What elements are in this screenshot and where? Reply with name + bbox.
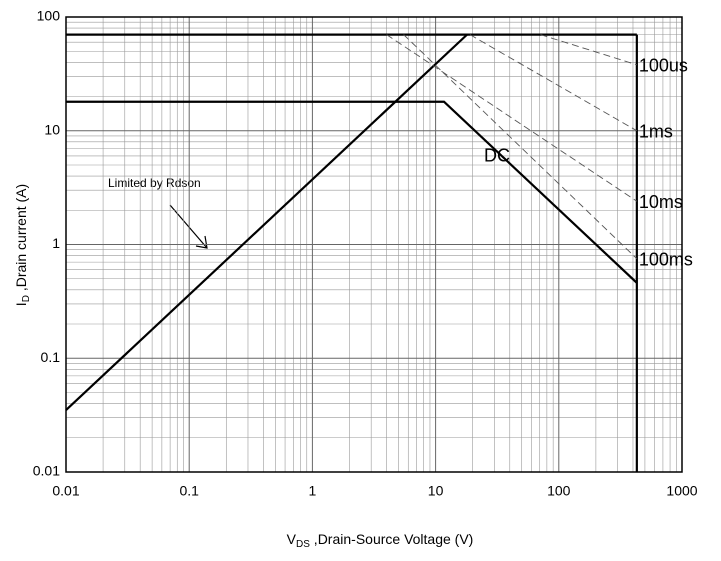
- x-label-rest: ,Drain-Source Voltage (V): [310, 531, 473, 547]
- annotation: Limited by Rdson: [108, 176, 201, 190]
- series-line: [65, 33, 468, 411]
- x-tick-label: 1: [309, 483, 317, 499]
- series-line: [540, 34, 637, 66]
- x-tick-label: 0.1: [179, 483, 199, 499]
- y-tick-label: 0.1: [41, 349, 61, 365]
- series-label: 1ms: [639, 122, 673, 142]
- series-line: [386, 34, 638, 202]
- y-tick-label: 10: [44, 121, 60, 137]
- series-label: DC: [484, 145, 510, 165]
- series-label: 100ms: [639, 249, 693, 269]
- y-tick-label: 100: [37, 8, 61, 24]
- series-label: 100us: [639, 56, 688, 76]
- x-label-main: V: [287, 531, 297, 547]
- y-tick-label: 1: [52, 235, 60, 251]
- x-tick-label: 10: [428, 483, 444, 499]
- y-label-main: I: [13, 302, 29, 306]
- series-line: [403, 34, 638, 260]
- x-tick-label: 0.01: [52, 483, 79, 499]
- plot-frame: [65, 16, 683, 473]
- x-tick-label: 100: [547, 483, 571, 499]
- series-line: [66, 100, 638, 284]
- y-label-sub: D: [21, 295, 32, 302]
- x-label-sub: DS: [296, 539, 310, 550]
- x-axis-label: VDS ,Drain-Source Voltage (V): [287, 531, 474, 550]
- arrow: [169, 204, 208, 249]
- y-tick-label: 0.01: [33, 463, 60, 479]
- series-label: 10ms: [639, 192, 683, 212]
- arrow-head: [195, 235, 208, 249]
- x-tick-label: 1000: [666, 483, 697, 499]
- y-label-rest: ,Drain current (A): [13, 184, 29, 295]
- series-line: [469, 34, 638, 132]
- y-axis-label: ID ,Drain current (A): [13, 184, 32, 306]
